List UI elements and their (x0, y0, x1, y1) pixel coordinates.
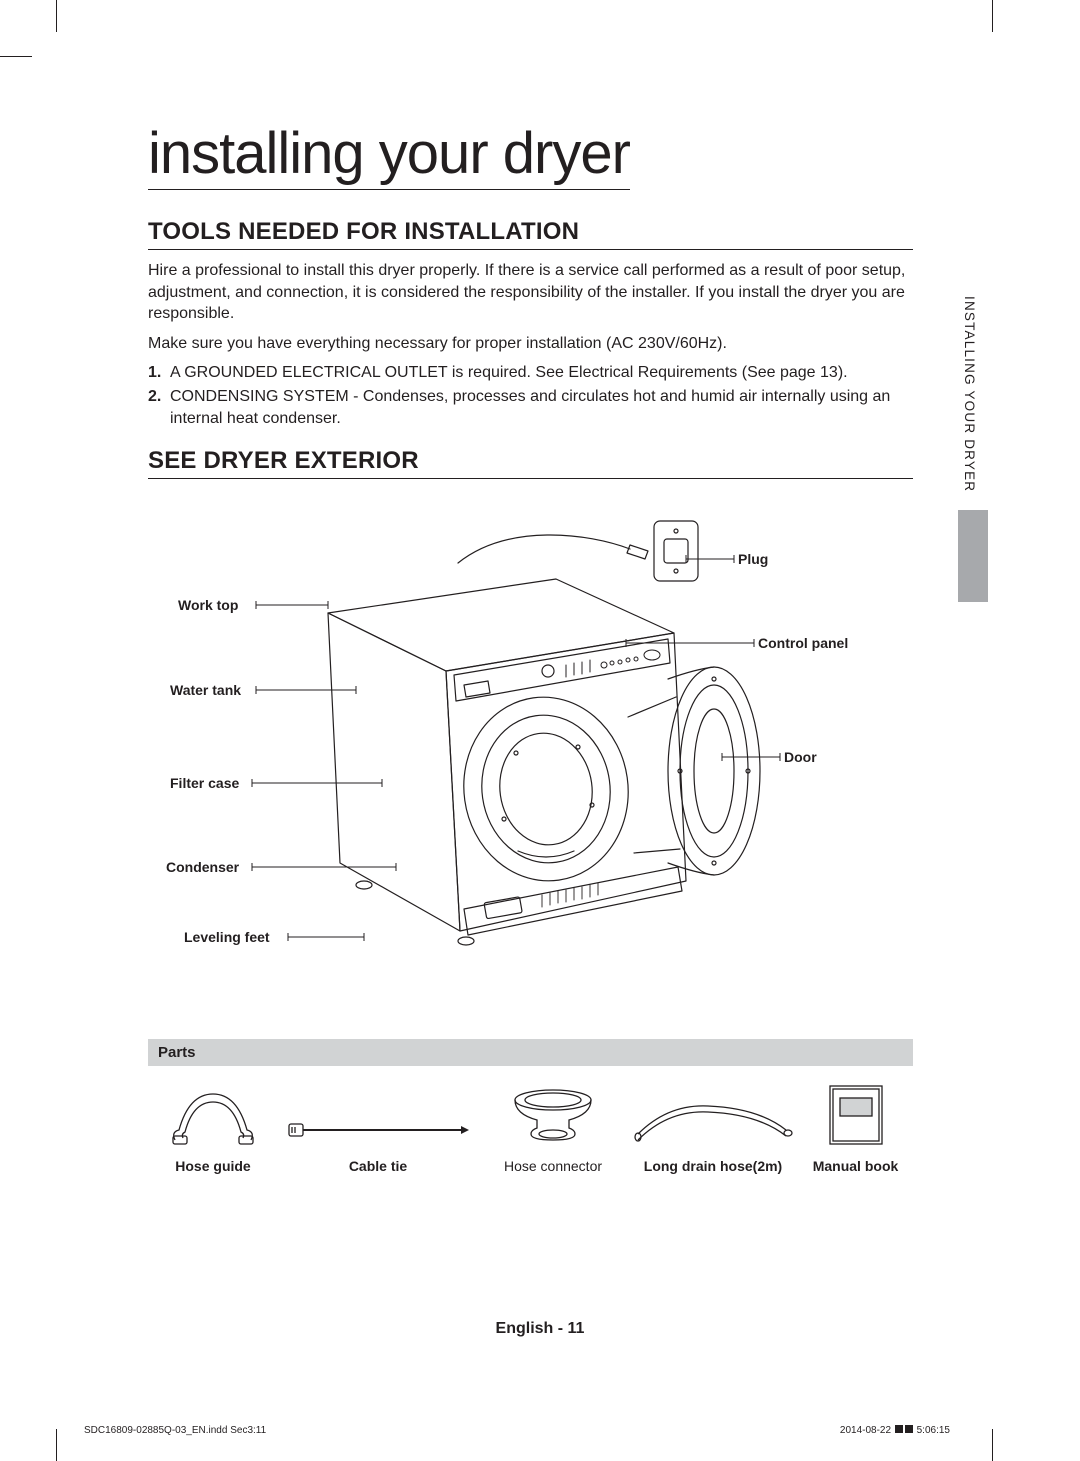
dryer-exterior-diagram: Work top Water tank Filter case Condense… (148, 493, 913, 1033)
crop-mark (56, 1429, 57, 1461)
paragraph: Make sure you have everything necessary … (148, 333, 913, 355)
parts-row: Hose guide Cable tie Hose connector Long… (148, 1080, 913, 1174)
crop-mark (0, 56, 32, 57)
part-long-drain-hose: Long drain hose(2m) (628, 1094, 798, 1174)
page-title: installing your dryer (148, 120, 630, 190)
section-tab-label: INSTALLING YOUR DRYER (962, 296, 977, 492)
page-footer: English - 11 (0, 1320, 1080, 1338)
part-hose-connector: Hose connector (478, 1082, 628, 1174)
heading-see-exterior: SEE DRYER EXTERIOR (148, 447, 913, 479)
heading-tools: TOOLS NEEDED FOR INSTALLATION (148, 218, 913, 250)
imprint-file: SDC16809-02885Q-03_EN.indd Sec3:11 (84, 1425, 266, 1436)
paragraph: Hire a professional to install this drye… (148, 260, 913, 325)
crop-mark (56, 0, 57, 32)
part-hose-guide: Hose guide (148, 1090, 278, 1174)
crop-mark (992, 0, 993, 32)
part-cable-tie: Cable tie (278, 1110, 478, 1174)
list-item: 2. CONDENSING SYSTEM - Condenses, proces… (148, 386, 913, 429)
part-manual-book: Manual book (798, 1080, 913, 1174)
crop-mark (992, 1429, 993, 1461)
section-tab: INSTALLING YOUR DRYER (958, 290, 988, 602)
list-item: 1. A GROUNDED ELECTRICAL OUTLET is requi… (148, 362, 913, 384)
imprint-timestamp: 2014-08-22 5:06:15 (840, 1425, 950, 1436)
parts-header: Parts (148, 1039, 913, 1066)
